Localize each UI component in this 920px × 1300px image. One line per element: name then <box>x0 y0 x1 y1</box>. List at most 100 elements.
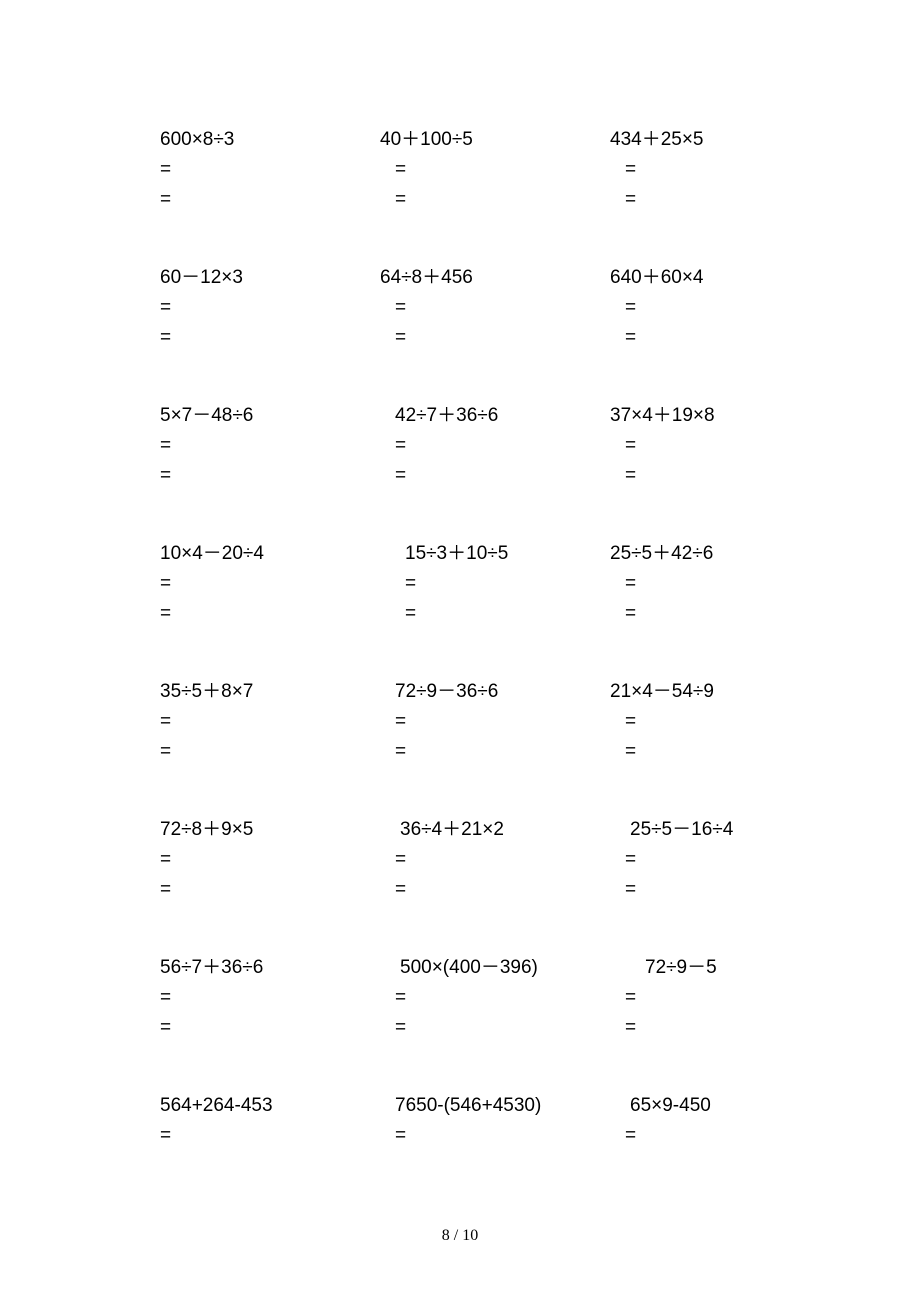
equals-line: = <box>380 599 610 629</box>
equals-line: = <box>160 599 380 629</box>
expression: 21×4－54÷9 <box>610 677 765 707</box>
problem: 564+264-453 = <box>160 1091 380 1151</box>
equals-line: = <box>380 875 610 905</box>
equals-line: = <box>380 1121 610 1151</box>
equals-line: = <box>160 431 380 461</box>
problem: 5×7－48÷6 = = <box>160 401 380 491</box>
equals-line: = <box>380 569 610 599</box>
equals-line: = <box>160 155 380 185</box>
problem: 7650-(546+4530) = <box>380 1091 610 1151</box>
equals-line: = <box>380 185 610 215</box>
equals-line: = <box>160 1013 380 1043</box>
expression: 434＋25×5 <box>610 125 765 155</box>
equals-line: = <box>610 155 765 185</box>
problem: 60－12×3 = = <box>160 263 380 353</box>
equals-line: = <box>610 185 765 215</box>
worksheet-content: 600×8÷3 = = 40＋100÷5 = = 434＋25×5 = = 60… <box>0 0 920 1151</box>
equals-line: = <box>160 875 380 905</box>
equals-line: = <box>380 461 610 491</box>
equals-line: = <box>160 461 380 491</box>
problem-row: 600×8÷3 = = 40＋100÷5 = = 434＋25×5 = = <box>160 125 765 215</box>
equals-line: = <box>160 983 380 1013</box>
problem: 72÷9－5 = = <box>610 953 765 1043</box>
expression: 36÷4＋21×2 <box>380 815 610 845</box>
problem-row: 10×4－20÷4 = = 15÷3＋10÷5 = = 25÷5＋42÷6 = … <box>160 539 765 629</box>
equals-line: = <box>160 1121 380 1151</box>
equals-line: = <box>610 707 765 737</box>
problem: 72÷9－36÷6 = = <box>380 677 610 767</box>
expression: 500×(400－396) <box>380 953 610 983</box>
equals-line: = <box>380 431 610 461</box>
expression: 15÷3＋10÷5 <box>380 539 610 569</box>
problem: 65×9-450 = <box>610 1091 765 1151</box>
equals-line: = <box>610 569 765 599</box>
expression: 56÷7＋36÷6 <box>160 953 380 983</box>
problem: 10×4－20÷4 = = <box>160 539 380 629</box>
problem: 56÷7＋36÷6 = = <box>160 953 380 1043</box>
equals-line: = <box>160 737 380 767</box>
problem-row: 72÷8＋9×5 = = 36÷4＋21×2 = = 25÷5－16÷4 = = <box>160 815 765 905</box>
equals-line: = <box>610 431 765 461</box>
problem: 37×4＋19×8 = = <box>610 401 765 491</box>
problem-row: 564+264-453 = 7650-(546+4530) = 65×9-450… <box>160 1091 765 1151</box>
expression: 10×4－20÷4 <box>160 539 380 569</box>
expression: 25÷5＋42÷6 <box>610 539 765 569</box>
equals-line: = <box>610 1013 765 1043</box>
expression: 640＋60×4 <box>610 263 765 293</box>
problem: 600×8÷3 = = <box>160 125 380 215</box>
problem: 434＋25×5 = = <box>610 125 765 215</box>
problem: 25÷5－16÷4 = = <box>610 815 765 905</box>
equals-line: = <box>160 707 380 737</box>
expression: 37×4＋19×8 <box>610 401 765 431</box>
equals-line: = <box>380 155 610 185</box>
problem-row: 35÷5＋8×7 = = 72÷9－36÷6 = = 21×4－54÷9 = = <box>160 677 765 767</box>
equals-line: = <box>380 1013 610 1043</box>
equals-line: = <box>610 875 765 905</box>
expression: 600×8÷3 <box>160 125 380 155</box>
expression: 65×9-450 <box>610 1091 765 1121</box>
problem: 42÷7＋36÷6 = = <box>380 401 610 491</box>
problem: 21×4－54÷9 = = <box>610 677 765 767</box>
equals-line: = <box>610 983 765 1013</box>
expression: 60－12×3 <box>160 263 380 293</box>
equals-line: = <box>610 845 765 875</box>
equals-line: = <box>160 845 380 875</box>
problem: 25÷5＋42÷6 = = <box>610 539 765 629</box>
equals-line: = <box>380 707 610 737</box>
problem: 15÷3＋10÷5 = = <box>380 539 610 629</box>
expression: 72÷9－36÷6 <box>380 677 610 707</box>
problem: 64÷8＋456 = = <box>380 263 610 353</box>
problem-row: 60－12×3 = = 64÷8＋456 = = 640＋60×4 = = <box>160 263 765 353</box>
problem-row: 5×7－48÷6 = = 42÷7＋36÷6 = = 37×4＋19×8 = = <box>160 401 765 491</box>
equals-line: = <box>610 461 765 491</box>
expression: 564+264-453 <box>160 1091 380 1121</box>
problem: 35÷5＋8×7 = = <box>160 677 380 767</box>
problem: 500×(400－396) = = <box>380 953 610 1043</box>
problem: 640＋60×4 = = <box>610 263 765 353</box>
equals-line: = <box>160 569 380 599</box>
expression: 72÷9－5 <box>610 953 765 983</box>
equals-line: = <box>610 293 765 323</box>
expression: 72÷8＋9×5 <box>160 815 380 845</box>
equals-line: = <box>610 1121 765 1151</box>
problem: 36÷4＋21×2 = = <box>380 815 610 905</box>
equals-line: = <box>380 323 610 353</box>
expression: 25÷5－16÷4 <box>610 815 765 845</box>
equals-line: = <box>610 599 765 629</box>
problem: 72÷8＋9×5 = = <box>160 815 380 905</box>
expression: 35÷5＋8×7 <box>160 677 380 707</box>
expression: 42÷7＋36÷6 <box>380 401 610 431</box>
equals-line: = <box>160 323 380 353</box>
page-number: 8 / 10 <box>0 1227 920 1245</box>
expression: 64÷8＋456 <box>380 263 610 293</box>
problem: 40＋100÷5 = = <box>380 125 610 215</box>
equals-line: = <box>610 737 765 767</box>
expression: 40＋100÷5 <box>380 125 610 155</box>
expression: 7650-(546+4530) <box>380 1091 610 1121</box>
expression: 5×7－48÷6 <box>160 401 380 431</box>
equals-line: = <box>380 983 610 1013</box>
equals-line: = <box>160 293 380 323</box>
equals-line: = <box>380 293 610 323</box>
equals-line: = <box>380 737 610 767</box>
problem-row: 56÷7＋36÷6 = = 500×(400－396) = = 72÷9－5 =… <box>160 953 765 1043</box>
